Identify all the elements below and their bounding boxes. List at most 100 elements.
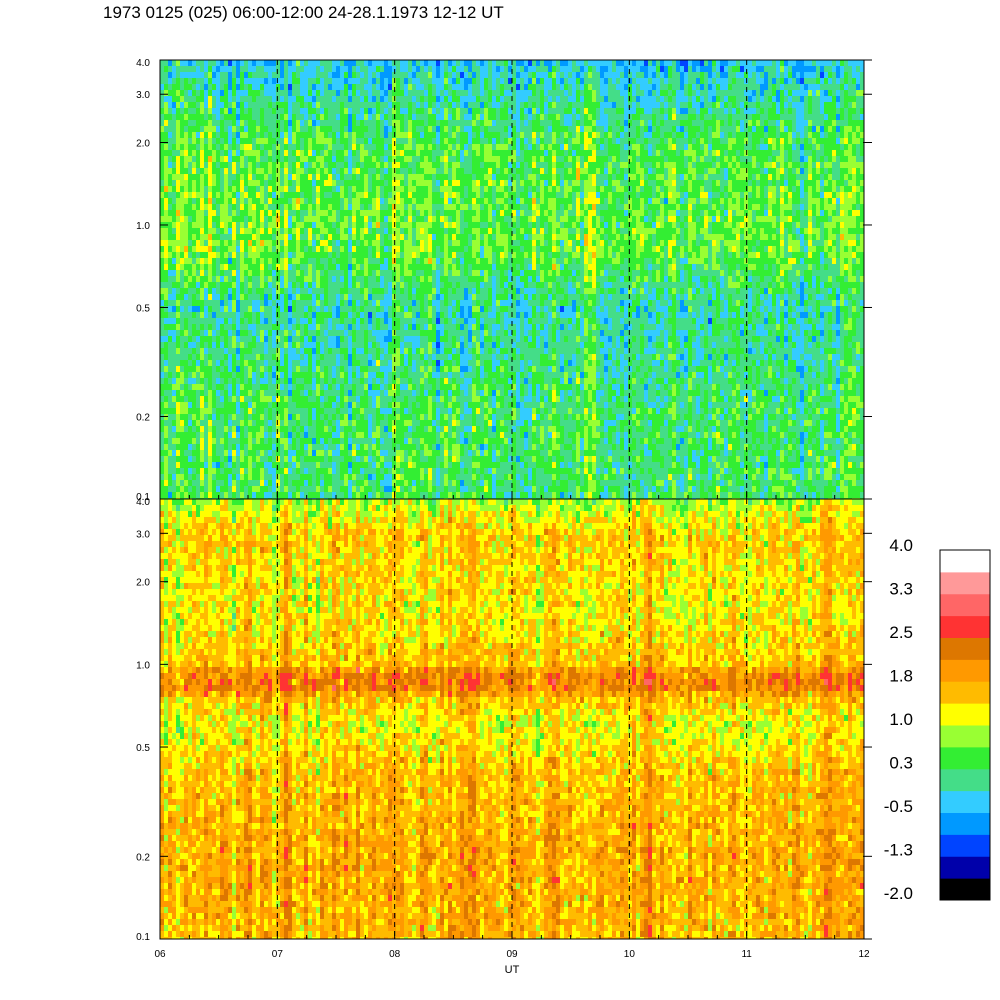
heatmap-cell — [372, 396, 376, 402]
heatmap-cell — [204, 360, 208, 366]
heatmap-cell — [272, 486, 276, 492]
heatmap-cell — [352, 78, 356, 84]
heatmap-cell — [288, 144, 292, 150]
heatmap-cell — [200, 252, 204, 258]
heatmap-cell — [324, 306, 328, 312]
heatmap-cell — [400, 246, 404, 252]
heatmap-cell — [184, 408, 188, 414]
heatmap-cell — [344, 444, 348, 450]
heatmap-cell — [280, 114, 284, 120]
heatmap-cell — [172, 132, 176, 138]
heatmap-cell — [216, 486, 220, 492]
heatmap-cell — [264, 66, 268, 72]
heatmap-cell — [192, 168, 196, 174]
heatmap-cell — [312, 300, 316, 306]
heatmap-cell — [168, 444, 172, 450]
heatmap-cell — [356, 282, 360, 288]
heatmap-cell — [344, 78, 348, 84]
heatmap-cell — [392, 78, 396, 84]
heatmap-cell — [224, 474, 228, 480]
heatmap-cell — [340, 462, 344, 468]
heatmap-cell — [200, 414, 204, 420]
heatmap-cell — [396, 378, 400, 384]
heatmap-cell — [300, 312, 304, 318]
heatmap-cell — [360, 60, 364, 66]
heatmap-cell — [196, 72, 200, 78]
heatmap-cell — [320, 144, 324, 150]
heatmap-cell — [356, 438, 360, 444]
heatmap-cell — [364, 312, 368, 318]
heatmap-cell — [212, 306, 216, 312]
heatmap-cell — [164, 312, 168, 318]
heatmap-cell — [168, 492, 172, 498]
heatmap-cell — [288, 438, 292, 444]
heatmap-cell — [344, 192, 348, 198]
heatmap-cell — [272, 408, 276, 414]
heatmap-cell — [188, 102, 192, 108]
heatmap-cell — [248, 222, 252, 228]
heatmap-cell — [192, 492, 196, 498]
heatmap-cell — [248, 180, 252, 186]
heatmap-cell — [276, 174, 280, 180]
heatmap-cell — [192, 156, 196, 162]
heatmap-cell — [324, 132, 328, 138]
heatmap-cell — [220, 468, 224, 474]
heatmap-cell — [340, 450, 344, 456]
heatmap-cell — [236, 234, 240, 240]
heatmap-cell — [272, 390, 276, 396]
heatmap-cell — [220, 438, 224, 444]
heatmap-cell — [328, 108, 332, 114]
heatmap-cell — [244, 228, 248, 234]
heatmap-cell — [276, 390, 280, 396]
heatmap-cell — [344, 210, 348, 216]
heatmap-cell — [180, 114, 184, 120]
heatmap-cell — [312, 396, 316, 402]
heatmap-cell — [364, 306, 368, 312]
heatmap-cell — [316, 492, 320, 498]
heatmap-cell — [256, 438, 260, 444]
heatmap-cell — [344, 156, 348, 162]
heatmap-cell — [284, 276, 288, 282]
heatmap-cell — [384, 330, 388, 336]
heatmap-cell — [260, 240, 264, 246]
heatmap-cell — [192, 336, 196, 342]
heatmap-cell — [256, 240, 260, 246]
heatmap-cell — [332, 72, 336, 78]
heatmap-cell — [204, 414, 208, 420]
heatmap-cell — [360, 462, 364, 468]
heatmap-cell — [348, 258, 352, 264]
heatmap-cell — [324, 156, 328, 162]
heatmap-cell — [292, 276, 296, 282]
heatmap-cell — [224, 312, 228, 318]
heatmap-cell — [220, 150, 224, 156]
heatmap-cell — [300, 282, 304, 288]
heatmap-cell — [244, 402, 248, 408]
heatmap-cell — [228, 468, 232, 474]
heatmap-cell — [168, 462, 172, 468]
heatmap-cell — [356, 456, 360, 462]
heatmap-cell — [328, 294, 332, 300]
heatmap-cell — [200, 372, 204, 378]
heatmap-cell — [356, 390, 360, 396]
heatmap-cell — [228, 144, 232, 150]
heatmap-cell — [292, 360, 296, 366]
heatmap-cell — [208, 126, 212, 132]
heatmap-cell — [268, 288, 272, 294]
heatmap-cell — [292, 402, 296, 408]
heatmap-cell — [356, 402, 360, 408]
heatmap-cell — [332, 96, 336, 102]
heatmap-cell — [192, 378, 196, 384]
heatmap-cell — [352, 420, 356, 426]
heatmap-cell — [188, 132, 192, 138]
heatmap-cell — [352, 390, 356, 396]
heatmap-cell — [180, 168, 184, 174]
heatmap-cell — [296, 300, 300, 306]
heatmap-cell — [340, 396, 344, 402]
heatmap-cell — [296, 72, 300, 78]
heatmap-cell — [316, 222, 320, 228]
heatmap-cell — [284, 348, 288, 354]
heatmap-cell — [184, 438, 188, 444]
heatmap-cell — [308, 312, 312, 318]
heatmap-cell — [300, 372, 304, 378]
heatmap-cell — [288, 240, 292, 246]
